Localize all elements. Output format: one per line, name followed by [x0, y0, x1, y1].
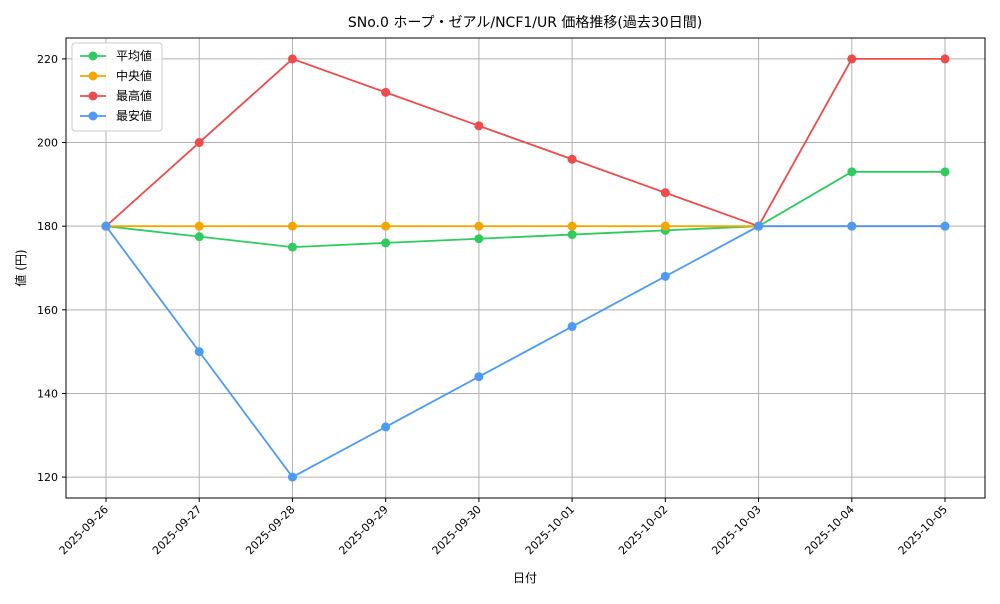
data-point	[381, 221, 391, 231]
x-tick-label: 2025-10-01	[523, 503, 577, 557]
y-tick-label: 120	[37, 471, 58, 484]
x-axis-label: 日付	[513, 571, 537, 585]
legend-marker	[88, 71, 98, 81]
data-point	[847, 54, 857, 64]
y-tick-label: 180	[37, 220, 58, 233]
data-point	[660, 188, 670, 198]
data-point	[194, 347, 204, 357]
data-point	[194, 232, 204, 242]
y-tick-label: 140	[37, 387, 58, 400]
data-point	[381, 87, 391, 97]
data-point	[847, 221, 857, 231]
legend-item: 中央値	[80, 68, 152, 83]
legend-label: 最安値	[116, 108, 152, 123]
legend-label: 最高値	[116, 88, 152, 103]
x-tick-label: 2025-09-26	[57, 503, 111, 557]
data-point	[940, 167, 950, 177]
series-1	[101, 167, 950, 252]
series-4	[101, 221, 950, 482]
legend-marker	[88, 51, 98, 61]
series-line	[105, 57, 945, 228]
series-line	[105, 225, 945, 479]
data-point	[847, 167, 857, 177]
data-point	[101, 221, 111, 231]
data-point	[660, 221, 670, 231]
data-point	[474, 372, 484, 382]
plot-frame	[65, 37, 986, 499]
data-point	[567, 221, 577, 231]
x-tick-label: 2025-10-05	[896, 503, 950, 557]
data-point	[940, 221, 950, 231]
legend-label: 平均値	[116, 48, 152, 63]
chart-title: SNo.0 ホープ・ゼアル/NCF1/UR 価格推移(過去30日間)	[348, 15, 702, 31]
series-group	[101, 54, 950, 482]
data-point	[940, 54, 950, 64]
x-tick-label: 2025-10-04	[802, 503, 856, 557]
y-tick-label: 160	[37, 304, 58, 317]
series-line	[105, 170, 945, 248]
legend-label: 中央値	[116, 68, 152, 83]
y-axis: 120 140 160 180 200 220	[37, 53, 66, 484]
x-tick-label: 2025-10-03	[709, 503, 763, 557]
x-tick-label: 2025-09-28	[243, 503, 297, 557]
data-point	[287, 54, 297, 64]
legend-item: 最安値	[80, 108, 152, 123]
data-point	[194, 138, 204, 148]
data-point	[754, 221, 764, 231]
x-tick-label: 2025-10-02	[616, 503, 670, 557]
data-point	[474, 221, 484, 231]
data-point	[474, 234, 484, 244]
y-axis-label: 値 (円)	[13, 249, 28, 286]
x-tick-label: 2025-09-27	[150, 503, 204, 557]
data-point	[567, 230, 577, 240]
x-axis: 2025-09-26 2025-09-27 2025-09-28 2025-09-29…	[57, 498, 950, 557]
data-point	[567, 322, 577, 332]
data-point	[660, 271, 670, 281]
data-point	[287, 221, 297, 231]
x-tick-label: 2025-09-29	[336, 503, 390, 557]
legend-marker	[88, 111, 98, 121]
data-point	[474, 121, 484, 131]
data-point	[287, 242, 297, 252]
y-tick-label: 220	[37, 53, 58, 66]
data-point	[287, 472, 297, 482]
data-point	[381, 422, 391, 432]
legend-item: 平均値	[80, 48, 152, 63]
y-tick-label: 200	[37, 137, 58, 150]
legend-box	[71, 42, 163, 132]
x-tick-label: 2025-09-30	[430, 503, 484, 557]
legend-item: 最高値	[80, 88, 152, 103]
data-point	[567, 154, 577, 164]
grid	[66, 38, 985, 498]
legend-marker	[88, 91, 98, 101]
data-point	[194, 221, 204, 231]
data-point	[381, 238, 391, 248]
